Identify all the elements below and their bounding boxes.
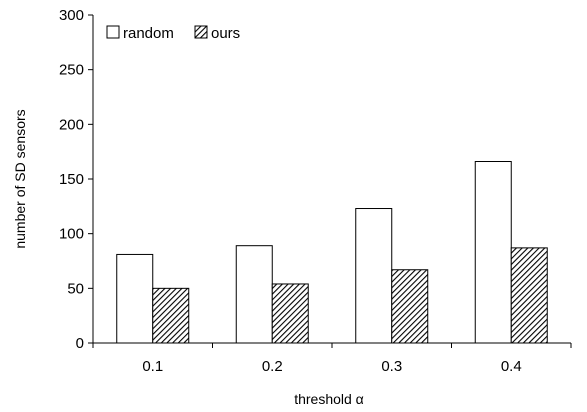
y-axis-title: number of SD sensors [12,109,28,248]
x-tick-label: 0.2 [262,358,283,375]
x-tick-label: 0.1 [142,358,163,375]
legend-swatch-random [106,25,120,39]
bar-ours [510,247,548,344]
bar-random [235,245,273,344]
bar-random [474,161,512,344]
y-tick-label: 100 [59,226,84,243]
legend-label-ours: ours [211,25,240,42]
y-tick-label: 0 [76,335,84,352]
x-axis-title: threshold α [294,391,364,407]
y-tick-label: 300 [59,7,84,24]
bar-ours [391,269,429,344]
legend-label-random: random [123,25,174,42]
x-ticks: 0.1 0.2 0.3 0.4 [92,343,572,375]
bar-ours [152,287,190,344]
bars [116,161,548,344]
y-ticks: 0 50 100 150 200 250 300 [59,7,93,352]
y-tick-label: 50 [67,280,84,297]
x-tick-label: 0.4 [501,358,522,375]
bar-ours [271,283,309,344]
legend-swatch-ours [194,25,208,39]
bar-random [355,208,393,344]
legend: random ours [106,25,240,42]
y-tick-label: 200 [59,116,84,133]
x-tick-label: 0.3 [381,358,402,375]
y-tick-label: 250 [59,62,84,79]
bar-random [116,253,154,344]
y-tick-label: 150 [59,171,84,188]
